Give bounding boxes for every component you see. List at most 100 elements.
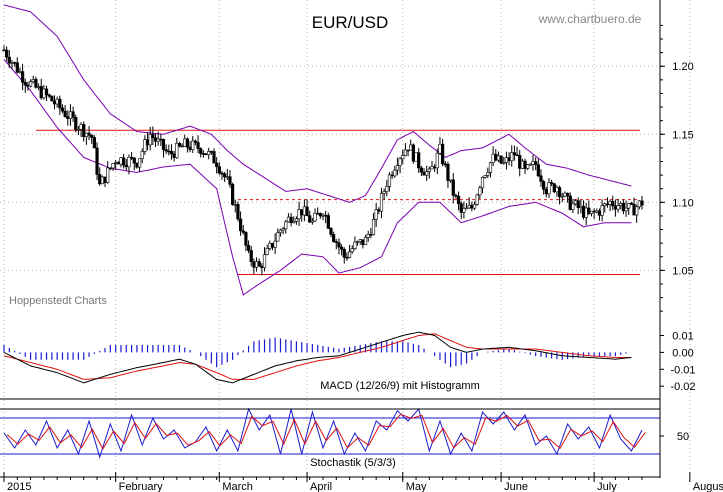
candle-body bbox=[262, 254, 267, 269]
candle-body bbox=[127, 156, 131, 168]
candle-body bbox=[191, 140, 195, 151]
candle-body bbox=[613, 205, 618, 210]
candle-body bbox=[480, 176, 485, 189]
candle-body bbox=[31, 79, 35, 82]
candle-body bbox=[28, 81, 33, 87]
candle-body bbox=[478, 187, 482, 196]
candle-body bbox=[616, 205, 620, 210]
candle-body bbox=[515, 154, 519, 157]
candle-body bbox=[217, 166, 221, 174]
candle-body bbox=[15, 62, 19, 73]
price-tick-label: 1.10 bbox=[672, 197, 693, 209]
candle-body bbox=[223, 173, 227, 178]
candle-body bbox=[238, 218, 243, 232]
candle-body bbox=[180, 145, 184, 148]
candle-body bbox=[265, 248, 269, 255]
chart-title: EUR/USD bbox=[312, 13, 389, 32]
candle-body bbox=[632, 203, 636, 216]
candle-body bbox=[547, 182, 551, 195]
candle-body bbox=[385, 186, 389, 192]
candle-body bbox=[2, 49, 6, 52]
candle-body bbox=[10, 62, 14, 64]
candle-body bbox=[167, 150, 171, 153]
candle-body bbox=[573, 200, 578, 205]
candle-body bbox=[560, 195, 564, 198]
candle-body bbox=[448, 179, 453, 182]
candle-body bbox=[608, 201, 612, 205]
candle-body bbox=[308, 215, 312, 223]
candle-body bbox=[326, 215, 330, 229]
candle-body bbox=[592, 210, 596, 213]
candle-body bbox=[204, 153, 208, 156]
candle-body bbox=[350, 248, 354, 253]
candle-body bbox=[411, 144, 415, 162]
candle-body bbox=[68, 111, 73, 119]
candle-body bbox=[470, 204, 474, 209]
candle-body bbox=[456, 195, 461, 204]
month-label: August bbox=[693, 481, 723, 492]
candle-body bbox=[310, 220, 314, 223]
candle-body bbox=[135, 162, 139, 168]
candle-body bbox=[629, 202, 633, 205]
candle-body bbox=[627, 202, 631, 209]
candle-body bbox=[369, 234, 373, 236]
candle-body bbox=[502, 162, 506, 164]
candle-body bbox=[504, 157, 509, 163]
macd-label: MACD (12/26/9) mit Histogramm bbox=[320, 380, 480, 392]
candle-body bbox=[23, 81, 27, 86]
grid-lines bbox=[0, 0, 691, 478]
candle-body bbox=[122, 157, 126, 166]
price-tick-label: 1.20 bbox=[672, 61, 693, 73]
macd-panel bbox=[3, 331, 632, 384]
stochastic-panel bbox=[0, 407, 660, 459]
candle-body bbox=[50, 95, 54, 102]
candle-body bbox=[587, 207, 591, 214]
candle-body bbox=[329, 228, 333, 235]
candle-body bbox=[63, 110, 67, 117]
candle-body bbox=[119, 157, 123, 165]
candle-body bbox=[289, 216, 293, 224]
macd-tick-label: 0.00 bbox=[672, 347, 693, 359]
candle-body bbox=[175, 142, 179, 158]
candle-body bbox=[401, 155, 405, 160]
candle-body bbox=[244, 232, 248, 246]
candle-body bbox=[188, 146, 192, 151]
candle-body bbox=[534, 161, 538, 165]
candle-body bbox=[201, 153, 205, 155]
candle-body bbox=[571, 203, 575, 210]
candle-body bbox=[512, 152, 516, 156]
candle-body bbox=[79, 124, 83, 130]
stochastic-tick-label: 50 bbox=[677, 431, 689, 443]
candle-body bbox=[156, 138, 160, 142]
candle-body bbox=[597, 210, 602, 216]
macd-tick-label: 0.01 bbox=[672, 331, 693, 343]
candle-body bbox=[21, 71, 25, 83]
stochastic-d-line bbox=[6, 413, 646, 450]
candle-body bbox=[39, 86, 43, 99]
candle-body bbox=[92, 137, 96, 149]
candle-body bbox=[153, 137, 158, 142]
candle-body bbox=[605, 203, 610, 206]
candle-body bbox=[441, 143, 445, 165]
candle-body bbox=[177, 142, 182, 147]
candle-body bbox=[563, 192, 567, 197]
candle-body bbox=[159, 138, 163, 141]
candle-body bbox=[284, 221, 288, 230]
month-label: June bbox=[504, 481, 528, 492]
candle-body bbox=[600, 205, 604, 216]
candle-body bbox=[539, 175, 543, 182]
candle-body bbox=[278, 229, 283, 234]
candle-body bbox=[257, 261, 261, 267]
candle-body bbox=[161, 138, 166, 150]
candle-body bbox=[286, 216, 291, 223]
candle-body bbox=[74, 117, 78, 130]
candle-body bbox=[427, 168, 431, 172]
candle-body bbox=[393, 169, 397, 177]
candle-body bbox=[246, 245, 251, 251]
candle-body bbox=[58, 98, 62, 109]
candle-body bbox=[409, 144, 413, 151]
candle-body bbox=[398, 158, 402, 166]
candle-body bbox=[132, 157, 136, 164]
